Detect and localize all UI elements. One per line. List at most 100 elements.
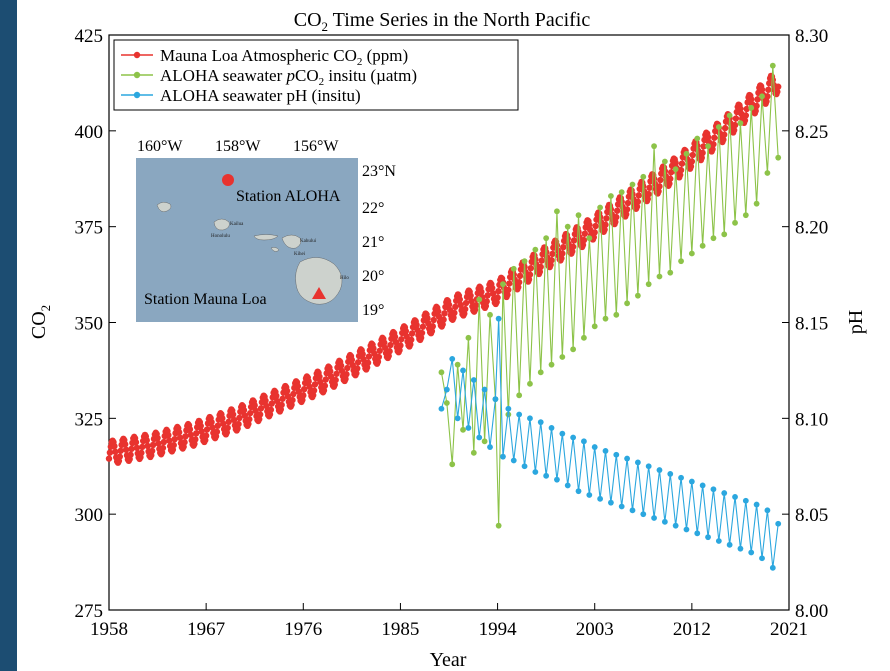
point-aloha-pco2 [715, 124, 722, 130]
point-mauna-loa [644, 195, 651, 203]
point-mauna-loa [252, 407, 259, 414]
point-aloha-pco2 [527, 380, 533, 387]
point-aloha-ph [737, 545, 744, 552]
point-aloha-pco2 [521, 258, 528, 265]
point-aloha-ph [487, 444, 493, 450]
point-mauna-loa [305, 378, 312, 385]
point-mauna-loa [365, 353, 373, 360]
point-mauna-loa [456, 296, 463, 303]
co2-time-series-chart: CO2 Time Series in the North Pacific 195… [28, 9, 867, 671]
point-aloha-pco2 [753, 200, 760, 207]
point-mauna-loa [769, 76, 777, 84]
series-line-aloha-pco2 [440, 65, 779, 526]
point-mauna-loa [360, 356, 367, 363]
point-mauna-loa [317, 378, 324, 386]
point-aloha-ph [602, 448, 609, 454]
point-mauna-loa [457, 301, 464, 309]
y-right-tick-label-8.10: 8.10 [795, 409, 828, 430]
point-aloha-pco2 [726, 112, 733, 119]
y-right-tick-label-8.30: 8.30 [795, 26, 828, 47]
point-aloha-ph [454, 415, 461, 422]
point-mauna-loa [614, 207, 621, 214]
point-aloha-pco2 [532, 246, 539, 253]
point-mauna-loa [310, 387, 318, 394]
y-left-tick-label-300: 300 [75, 505, 104, 526]
series-aloha-pco2 [438, 62, 782, 529]
legend-marker-aloha-pco2 [133, 71, 141, 79]
point-mauna-loa [435, 308, 442, 315]
point-mauna-loa [765, 86, 772, 93]
point-mauna-loa [229, 411, 237, 418]
point-mauna-loa [139, 443, 146, 451]
point-aloha-ph [510, 457, 517, 464]
point-aloha-pco2 [699, 242, 706, 249]
point-mauna-loa [149, 441, 157, 449]
point-aloha-ph [661, 518, 668, 525]
point-aloha-pco2 [454, 361, 461, 368]
point-mauna-loa [558, 255, 565, 262]
point-mauna-loa [398, 336, 405, 343]
point-mauna-loa [419, 323, 427, 330]
x-tick-label-1994: 1994 [479, 619, 518, 640]
point-mauna-loa [580, 236, 588, 244]
series-aloha-ph [438, 315, 782, 571]
point-mauna-loa [452, 303, 459, 311]
x-tick-label-2003: 2003 [576, 619, 614, 640]
point-mauna-loa [144, 442, 151, 450]
point-aloha-pco2 [591, 323, 598, 330]
point-mauna-loa [677, 166, 685, 174]
point-mauna-loa [672, 159, 679, 167]
point-mauna-loa [429, 323, 437, 330]
island-label-honolulu: Honolulu [211, 234, 230, 239]
point-aloha-pco2 [629, 181, 636, 188]
point-aloha-pco2 [449, 461, 456, 468]
point-aloha-pco2 [548, 361, 555, 368]
point-mauna-loa [655, 188, 662, 195]
legend-label-aloha-ph: ALOHA seawater pH (insitu) [160, 86, 361, 105]
point-mauna-loa [730, 126, 738, 134]
island-label-hilo: Hilo [340, 276, 349, 281]
point-mauna-loa [732, 115, 740, 122]
point-mauna-loa [495, 287, 502, 295]
map-lat-label-21: 21° [362, 234, 384, 251]
point-mauna-loa [214, 422, 222, 429]
point-mauna-loa [187, 431, 195, 439]
point-mauna-loa [391, 333, 399, 341]
point-mauna-loa [122, 446, 130, 453]
point-mauna-loa [290, 390, 297, 398]
point-aloha-pco2 [667, 269, 674, 276]
point-mauna-loa [359, 350, 366, 358]
point-mauna-loa [111, 442, 118, 450]
point-aloha-ph [710, 486, 717, 493]
point-mauna-loa [354, 359, 362, 366]
point-mauna-loa [273, 392, 280, 400]
point-aloha-ph [548, 425, 555, 431]
point-mauna-loa [203, 426, 211, 433]
point-aloha-pco2 [688, 250, 695, 257]
point-aloha-ph [715, 538, 722, 544]
point-mauna-loa [268, 400, 276, 407]
point-mauna-loa [569, 248, 576, 255]
point-aloha-ph [683, 526, 690, 533]
station-mauna-loa-label: Station Mauna Loa [144, 291, 267, 308]
point-mauna-loa [515, 283, 522, 291]
point-aloha-ph [726, 541, 733, 548]
point-mauna-loa [445, 301, 453, 308]
point-mauna-loa [688, 158, 696, 165]
point-aloha-pco2 [764, 170, 771, 176]
point-mauna-loa [209, 424, 216, 431]
legend-marker-aloha-ph [133, 91, 141, 99]
point-mauna-loa [354, 365, 361, 372]
point-aloha-ph [645, 463, 652, 470]
point-mauna-loa [775, 83, 782, 90]
point-mauna-loa [646, 184, 653, 191]
point-aloha-ph [438, 405, 445, 412]
point-mauna-loa [467, 292, 474, 299]
point-mauna-loa [283, 387, 291, 395]
x-tick-label-1967: 1967 [187, 619, 225, 640]
point-aloha-ph [640, 511, 647, 518]
inset-map: 160°W 158°W 156°W Honolulu Kailua Kahulu… [136, 138, 396, 322]
map-lat-label-19: 19° [362, 302, 384, 319]
point-mauna-loa [278, 401, 285, 409]
point-aloha-pco2 [470, 449, 477, 456]
